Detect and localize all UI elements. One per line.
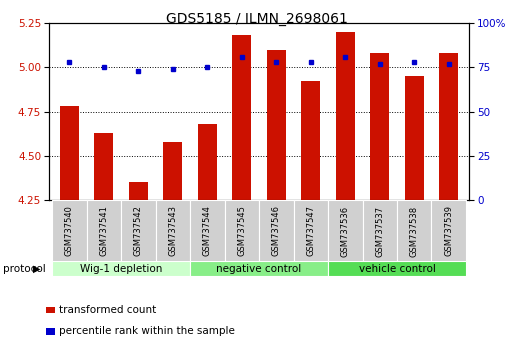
Text: GSM737538: GSM737538 [410,205,419,257]
Bar [336,32,355,200]
Bar [363,200,397,262]
Bar [121,200,155,262]
Text: GSM737547: GSM737547 [306,205,315,257]
Text: transformed count: transformed count [59,305,156,315]
Bar [52,200,87,262]
Bar [293,200,328,262]
Bar [301,81,320,200]
Text: GSM737537: GSM737537 [375,205,384,257]
Bar [439,53,458,200]
Bar [232,35,251,200]
Text: percentile rank within the sample: percentile rank within the sample [59,326,235,336]
Bar [87,200,121,262]
Text: GSM737541: GSM737541 [100,206,108,256]
Bar [198,124,217,200]
Text: GSM737540: GSM737540 [65,206,74,256]
Text: vehicle control: vehicle control [359,264,436,274]
Text: GSM737546: GSM737546 [272,205,281,257]
Bar [405,76,424,200]
Bar [328,261,466,276]
Bar [190,200,225,262]
Bar [259,200,293,262]
Text: GSM737536: GSM737536 [341,205,350,257]
Bar [190,261,328,276]
Text: negative control: negative control [216,264,302,274]
Text: protocol: protocol [3,264,45,274]
Bar [155,200,190,262]
Bar [129,182,148,200]
Text: GDS5185 / ILMN_2698061: GDS5185 / ILMN_2698061 [166,12,347,27]
Bar [60,106,79,200]
Text: Wig-1 depletion: Wig-1 depletion [80,264,162,274]
Bar [94,133,113,200]
Bar [328,200,363,262]
Bar [163,142,182,200]
Text: GSM737539: GSM737539 [444,205,453,257]
Text: GSM737545: GSM737545 [238,206,246,256]
Text: GSM737544: GSM737544 [203,206,212,256]
Text: ▶: ▶ [33,264,41,274]
Bar [225,200,259,262]
Bar [370,53,389,200]
Bar [397,200,431,262]
Bar [431,200,466,262]
Bar [267,50,286,200]
Text: GSM737542: GSM737542 [134,206,143,256]
Text: GSM737543: GSM737543 [168,205,177,257]
Bar [52,261,190,276]
